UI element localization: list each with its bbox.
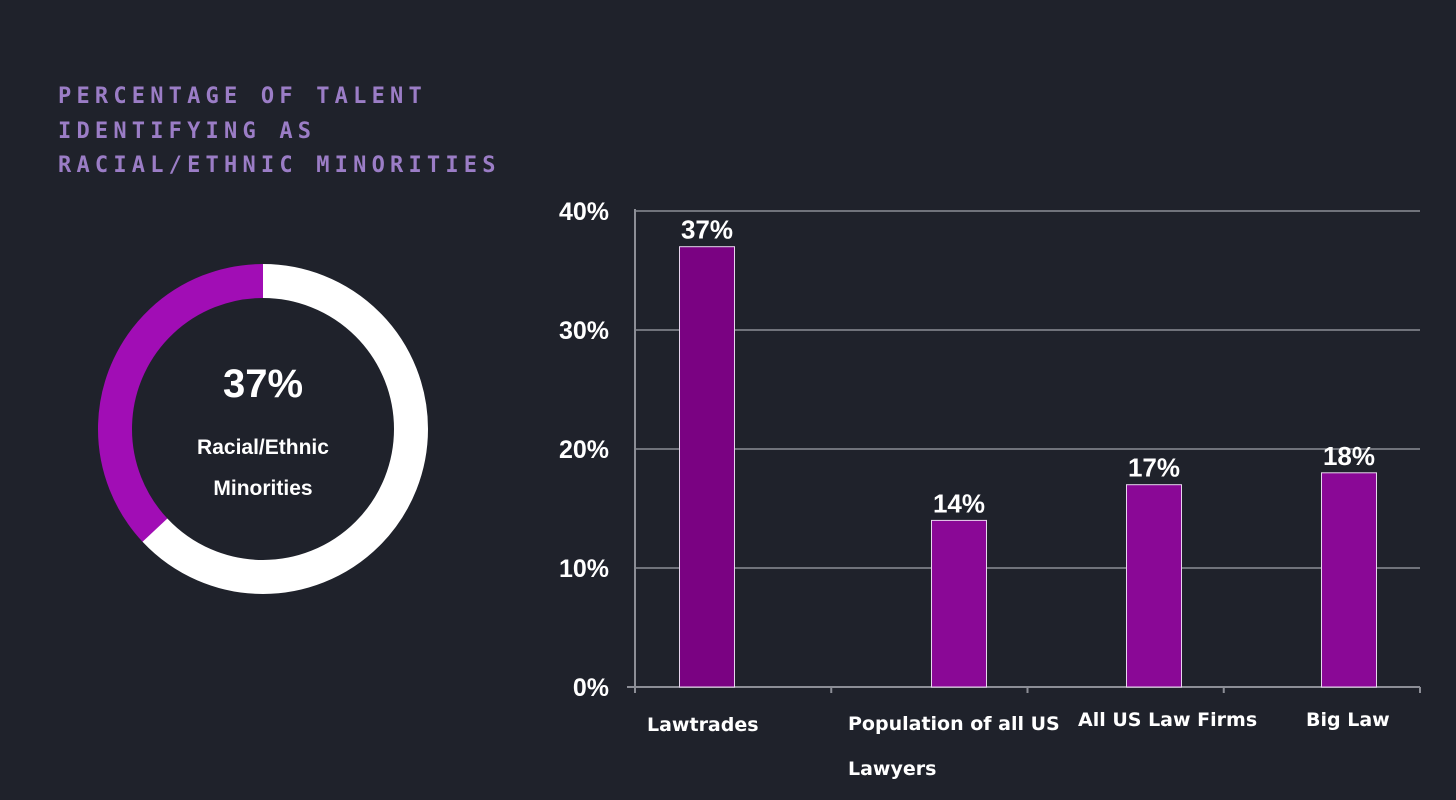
x-category-label: Lawtrades	[647, 714, 759, 736]
bar-data-label: 14%	[933, 488, 985, 518]
donut-center-value: 37%	[223, 362, 303, 406]
bar	[1321, 472, 1377, 688]
chart-headline: PERCENTAGE OF TALENT IDENTIFYING AS RACI…	[58, 80, 501, 184]
donut-center-label-line-1: Racial/Ethnic	[197, 436, 329, 459]
x-category-label: Population of all US	[848, 713, 1060, 735]
y-tick-label: 40%	[559, 198, 609, 226]
x-category-label: All US Law Firms	[1078, 709, 1257, 731]
bar	[931, 519, 987, 688]
bar-data-label: 18%	[1323, 441, 1375, 471]
bar-chart: 0% 10% 20% 30% 40% 37% 14% 17% 18% Lawtrades Pop…	[559, 198, 1421, 780]
bar	[679, 246, 735, 688]
donut-chart: 37% Racial/Ethnic Minorities	[98, 264, 428, 594]
y-tick-label: 30%	[559, 317, 609, 345]
donut-center-label-line-2: Minorities	[213, 477, 312, 500]
headline-line-1: PERCENTAGE OF TALENT	[58, 84, 427, 109]
donut-slice-remainder	[98, 264, 428, 594]
bar	[1126, 484, 1182, 688]
y-tick-label: 0%	[573, 674, 609, 702]
headline-line-3: RACIAL/ETHNIC MINORITIES	[58, 153, 501, 178]
y-tick-label: 20%	[559, 436, 609, 464]
x-category-label: Lawyers	[848, 758, 936, 780]
x-category-label: Big Law	[1306, 709, 1390, 731]
donut-slice-minorities	[98, 264, 428, 594]
headline-line-2: IDENTIFYING AS	[58, 118, 317, 144]
bar-data-label: 17%	[1128, 453, 1180, 483]
y-tick-label: 10%	[559, 555, 609, 583]
bar-data-label: 37%	[681, 215, 733, 245]
